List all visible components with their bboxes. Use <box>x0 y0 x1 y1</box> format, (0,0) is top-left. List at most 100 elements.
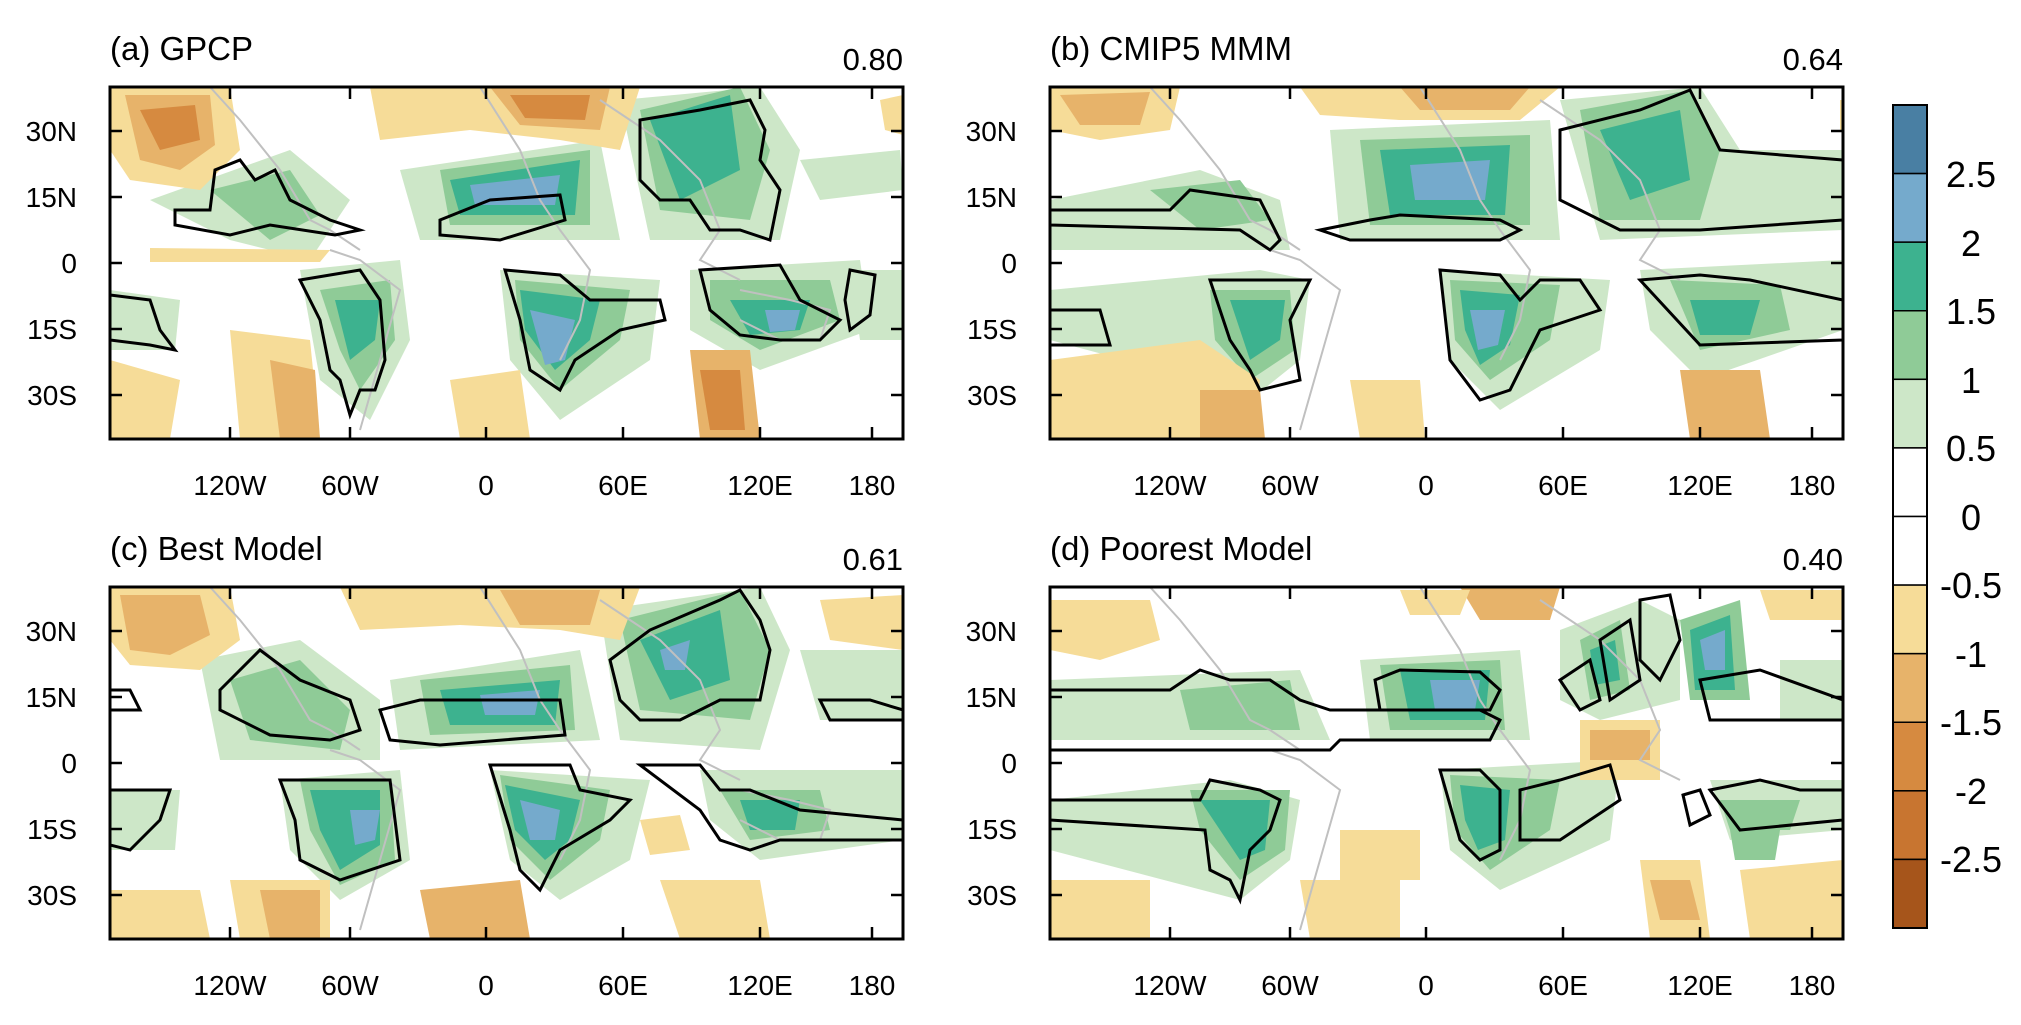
colorbar-box <box>1892 790 1928 861</box>
colorbar-box <box>1892 241 1928 312</box>
lat-label: 0 <box>1001 748 1017 779</box>
significance-contours <box>110 588 903 893</box>
lon-label: 180 <box>1789 470 1836 501</box>
panel-c-correlation: 0.61 <box>843 542 903 577</box>
coastlines <box>209 87 832 431</box>
lon-label: 60E <box>1538 470 1588 501</box>
lat-label: 30N <box>26 116 77 147</box>
lon-label: 180 <box>849 970 896 1001</box>
lon-label: 60W <box>1261 470 1319 501</box>
lon-label: 60E <box>598 470 648 501</box>
panel-c-map <box>110 587 903 939</box>
colorbar-box <box>1892 104 1928 175</box>
significance-contours <box>110 98 877 420</box>
lat-label: 30N <box>966 616 1017 647</box>
panel-b-map <box>1050 87 1843 439</box>
colorbar-box <box>1892 515 1928 586</box>
dry-anomaly-field <box>1050 587 1843 939</box>
lon-label: 120E <box>1667 970 1732 1001</box>
lat-label: 15N <box>966 182 1017 213</box>
colorbar-box <box>1892 378 1928 449</box>
lat-label: 15S <box>27 814 77 845</box>
wet-anomaly-field <box>1050 87 1843 410</box>
panel-b: (b) CMIP5 MMM 0.64 <box>966 30 1845 501</box>
lon-label: 180 <box>849 470 896 501</box>
lat-label: 15N <box>966 682 1017 713</box>
lat-label: 15N <box>26 682 77 713</box>
colorbar-boxes <box>1892 104 1928 929</box>
panel-d-ticks <box>1050 587 1843 939</box>
colorbar-label: 1.5 <box>1946 291 1996 332</box>
colorbar-label: -2.5 <box>1940 839 2002 880</box>
lon-label: 120W <box>193 470 267 501</box>
lat-label: 30S <box>27 380 77 411</box>
lon-label: 60W <box>1261 970 1319 1001</box>
colorbar-box <box>1892 721 1928 792</box>
panel-b-correlation: 0.64 <box>1783 42 1843 77</box>
colorbar-box <box>1892 652 1928 723</box>
panel-c-lat-labels: 30N 15N 0 15S 30S <box>26 616 77 911</box>
panel-d-correlation: 0.40 <box>1783 542 1843 577</box>
panel-b-lon-labels: 120W 60W 0 60E 120E 180 <box>1133 470 1835 501</box>
colorbar-label: -2 <box>1955 771 1987 812</box>
lon-label: 0 <box>1418 970 1434 1001</box>
significance-contours <box>1050 593 1843 905</box>
lon-label: 60W <box>321 470 379 501</box>
panel-d-lat-labels: 30N 15N 0 15S 30S <box>966 616 1017 911</box>
panel-d: (d) Poorest Model 0.40 <box>966 530 1845 1001</box>
dry-anomaly-field <box>110 587 903 939</box>
colorbar-label: 0.5 <box>1946 428 1996 469</box>
lon-label: 120W <box>1133 470 1207 501</box>
panel-a-lon-labels: 120W 60W 0 60E 120E 180 <box>193 470 895 501</box>
lat-label: 15N <box>26 182 77 213</box>
lon-label: 120W <box>1133 970 1207 1001</box>
colorbar-label: 2.5 <box>1946 154 1996 195</box>
lon-label: 120E <box>727 470 792 501</box>
colorbar-box <box>1892 310 1928 381</box>
colorbar-label: -1.5 <box>1940 702 2002 743</box>
significance-contours <box>1050 88 1843 402</box>
lat-label: 0 <box>61 748 77 779</box>
colorbar-label: 1 <box>1961 360 1981 401</box>
lat-label: 30S <box>967 880 1017 911</box>
lon-label: 120E <box>1667 470 1732 501</box>
dry-anomaly-field <box>110 87 903 439</box>
wet-anomaly-field <box>110 587 903 900</box>
lon-label: 0 <box>478 970 494 1001</box>
panel-a-title: (a) GPCP <box>110 30 253 67</box>
lat-label: 15S <box>27 314 77 345</box>
wet-anomaly-field <box>1050 600 1843 900</box>
lat-label: 30S <box>967 380 1017 411</box>
panel-b-lat-labels: 30N 15N 0 15S 30S <box>966 116 1017 411</box>
panel-d-map <box>1050 587 1843 939</box>
panel-c-ticks <box>110 587 903 939</box>
lon-label: 120E <box>727 970 792 1001</box>
panel-a-lat-labels: 30N 15N 0 15S 30S <box>26 116 77 411</box>
panel-b-ticks <box>1050 87 1843 439</box>
lat-label: 30N <box>26 616 77 647</box>
panel-a-ticks <box>110 87 903 439</box>
colorbar-labels: 2.5 2 1.5 1 0.5 0 -0.5 -1 -1.5 -2 -2.5 <box>1940 154 2002 880</box>
panel-a: (a) GPCP 0.80 <box>26 30 905 501</box>
lat-label: 15S <box>967 314 1017 345</box>
colorbar-box <box>1892 447 1928 518</box>
lat-label: 30S <box>27 880 77 911</box>
lon-label: 180 <box>1789 970 1836 1001</box>
lat-label: 0 <box>1001 248 1017 279</box>
colorbar-label: -1 <box>1955 634 1987 675</box>
colorbar: 2.5 2 1.5 1 0.5 0 -0.5 -1 -1.5 -2 -2.5 <box>1892 104 2002 929</box>
lat-label: 15S <box>967 814 1017 845</box>
panel-c-lon-labels: 120W 60W 0 60E 120E 180 <box>193 970 895 1001</box>
panel-c: (c) Best Model 0.61 <box>26 530 905 1001</box>
lon-label: 0 <box>478 470 494 501</box>
colorbar-label: 2 <box>1961 223 1981 264</box>
panel-c-title: (c) Best Model <box>110 530 323 567</box>
panel-a-correlation: 0.80 <box>843 42 903 77</box>
panel-b-title: (b) CMIP5 MMM <box>1050 30 1292 67</box>
colorbar-box <box>1892 172 1928 243</box>
panel-d-lon-labels: 120W 60W 0 60E 120E 180 <box>1133 970 1835 1001</box>
panel-d-title: (d) Poorest Model <box>1050 530 1312 567</box>
lon-label: 0 <box>1418 470 1434 501</box>
colorbar-frame <box>1892 104 1928 929</box>
colorbar-box <box>1892 858 1928 929</box>
